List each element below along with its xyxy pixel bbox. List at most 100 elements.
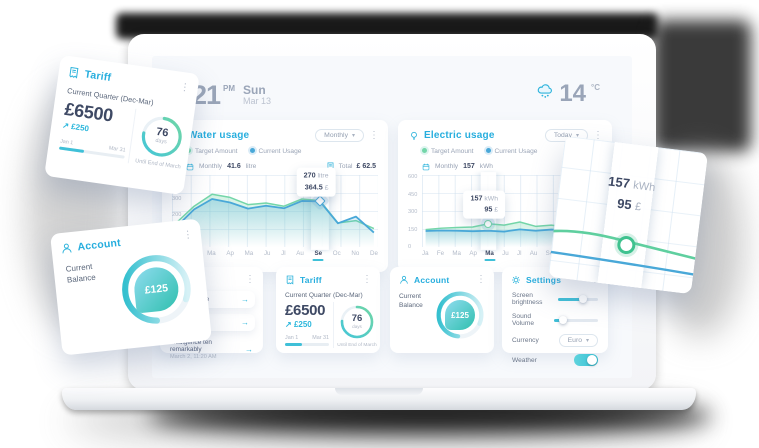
month-label[interactable]: No xyxy=(351,250,360,257)
temperature-unit: °C xyxy=(591,83,600,92)
balance-label: Current Balance xyxy=(65,261,97,285)
background-shadow-right xyxy=(653,20,751,152)
month-label[interactable]: Jl xyxy=(281,250,286,257)
person-icon xyxy=(400,275,408,284)
gauge-note: Until End of March xyxy=(337,343,377,348)
range-start: Jan 1 xyxy=(59,138,74,147)
snippet-chart xyxy=(550,229,696,276)
brightness-label: Screen brightness xyxy=(512,292,543,306)
dashboard-header: 21 PM Sun Mar 13 14 °C xyxy=(152,76,632,120)
y-axis-label: 300 xyxy=(172,196,182,202)
kebab-menu[interactable]: ⋮ xyxy=(593,129,603,141)
lightbulb-icon xyxy=(411,131,417,140)
receipt-icon xyxy=(69,66,79,79)
calendar-icon xyxy=(422,163,430,170)
temperature-value: 14 xyxy=(559,80,587,107)
currency-label: Currency xyxy=(512,337,539,344)
volume-slider[interactable] xyxy=(553,316,598,324)
calendar-icon xyxy=(186,163,194,170)
days-gauge: 76 days xyxy=(137,112,187,162)
time-meridiem: PM xyxy=(223,84,236,93)
kebab-menu[interactable]: ⋮ xyxy=(179,81,191,95)
account-card: Account ⋮ Current Balance £125 xyxy=(390,267,494,353)
tariff-amount: £6500 xyxy=(285,302,326,319)
month-label[interactable]: Fe xyxy=(436,250,445,257)
month-label[interactable]: Oc xyxy=(332,250,341,257)
chart-svg xyxy=(172,172,378,250)
weather-toggle[interactable] xyxy=(574,354,598,366)
rain-cloud-icon xyxy=(538,84,553,98)
range-start: Jan 1 xyxy=(285,335,299,341)
arrow-right-icon[interactable]: → xyxy=(241,295,249,304)
tariff-delta: ↗ £250 xyxy=(285,320,312,329)
date: Mar 13 xyxy=(243,95,272,106)
month-label[interactable]: Se xyxy=(545,250,554,257)
month-label[interactable]: Au xyxy=(529,250,538,257)
balance-value: £125 xyxy=(445,300,475,330)
usage-stats: Monthly 41.6 litre Total £ 62.5 xyxy=(162,155,388,171)
arrow-right-icon[interactable]: → xyxy=(241,318,249,327)
y-axis-label: 200 xyxy=(172,212,182,218)
floating-tariff-card: Tariff ⋮ Current Quarter (Dec-Mar) £6500… xyxy=(44,54,200,196)
laptop-base-notch xyxy=(335,388,423,395)
balance-gauge: £125 xyxy=(434,289,486,341)
y-axis-label: 150 xyxy=(408,226,418,233)
month-label[interactable]: Ma xyxy=(207,250,216,257)
card-title: Account xyxy=(414,275,450,285)
brightness-slider[interactable] xyxy=(558,295,598,303)
month-label[interactable]: Ma xyxy=(485,250,494,257)
y-axis-label: 0 xyxy=(408,244,412,250)
month-label[interactable]: Ju xyxy=(263,250,271,257)
weather-label: Weather xyxy=(512,356,537,364)
month-label[interactable]: Ap xyxy=(469,250,477,257)
receipt-icon xyxy=(286,275,294,285)
weather-widget: 14 °C xyxy=(536,82,600,106)
chevron-down-icon: ▾ xyxy=(575,133,579,139)
y-axis-label: 600 xyxy=(408,174,418,181)
month-label[interactable]: Se xyxy=(314,250,323,257)
kebab-menu[interactable]: ⋮ xyxy=(362,274,372,285)
arrow-right-icon[interactable]: → xyxy=(245,345,253,354)
clock: 21 PM Sun Mar 13 xyxy=(192,82,271,109)
kebab-menu[interactable]: ⋮ xyxy=(369,129,379,141)
tariff-subtitle: Current Quarter (Dec-Mar) xyxy=(285,292,363,299)
month-label[interactable]: Ma xyxy=(244,250,254,257)
kebab-menu[interactable]: ⋮ xyxy=(245,274,255,285)
y-axis-label: 300 xyxy=(408,209,418,216)
chart-tooltip: 270 litre 364.5 £ xyxy=(296,168,336,197)
tariff-card: Tariff ⋮ Current Quarter (Dec-Mar) £6500… xyxy=(276,267,380,353)
y-axis-label: 450 xyxy=(408,191,418,198)
range-end: Mar 31 xyxy=(312,335,329,341)
gear-icon xyxy=(512,276,520,284)
month-label[interactable]: De xyxy=(369,250,378,257)
kebab-menu[interactable]: ⋮ xyxy=(182,229,194,242)
month-label[interactable]: Ju xyxy=(502,250,509,257)
floating-chart-snippet-card: 157 kWh 95 £ xyxy=(547,135,709,295)
chevron-down-icon: ▾ xyxy=(585,338,589,344)
chevron-down-icon: ▾ xyxy=(351,133,355,139)
trend-up-icon: ↗ xyxy=(285,320,292,329)
month-label[interactable]: Ma xyxy=(452,250,462,257)
task-item[interactable]: Indulgence ten remarkably March 2, 11:20… xyxy=(170,339,253,360)
month-label[interactable]: Ap xyxy=(226,250,234,257)
range-end: Mar 31 xyxy=(108,145,126,154)
month-label[interactable]: Ja xyxy=(422,250,429,257)
month-label[interactable]: Au xyxy=(296,250,304,257)
currency-dropdown[interactable]: Euro ▾ xyxy=(558,334,598,347)
chart-tooltip: 157 kWh 95 £ xyxy=(463,190,506,219)
month-label[interactable]: Jl xyxy=(517,250,522,257)
period-dropdown[interactable]: Monthly ▾ xyxy=(315,129,364,142)
volume-label: Sound Volume xyxy=(512,313,534,327)
chart-legend: Target Amount Current Usage xyxy=(162,142,388,155)
chart-legend: Target Amount Current Usage xyxy=(398,142,612,155)
task-timestamp: March 2, 11:20 AM xyxy=(170,354,217,360)
card-title: Tariff xyxy=(300,275,322,285)
kebab-menu[interactable]: ⋮ xyxy=(476,274,486,285)
chart-plot-area: 270 litre 364.5 £ xyxy=(172,168,378,250)
balance-label: Current Balance xyxy=(399,293,423,309)
laptop-base xyxy=(62,388,696,410)
card-title: Water usage xyxy=(188,130,250,141)
balance-gauge: £125 xyxy=(115,248,199,332)
